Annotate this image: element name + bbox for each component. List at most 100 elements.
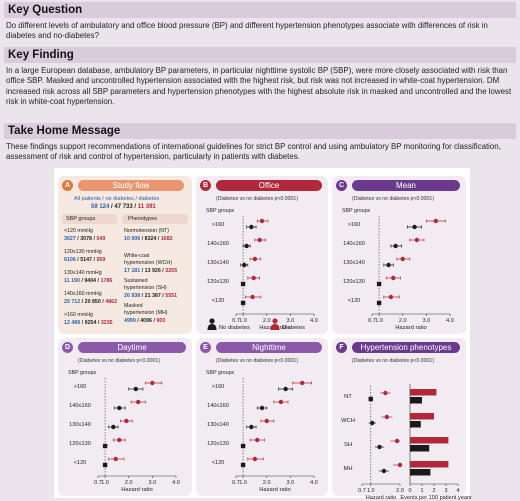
point-diabetes [391,275,396,281]
category-label: 140≤160 [69,403,91,409]
flow-sbp-counts: 12 489 / 9254 / 3235 [64,320,113,326]
reference-marker [102,443,108,449]
point-diabetes [250,294,255,300]
point-no-diabetes [377,444,382,450]
point-diabetes [257,237,262,243]
key-question-text: Do different levels of ambulatory and of… [6,21,488,41]
category-label: NT [344,394,352,400]
category-label: <120 [74,460,87,466]
flow-sbp-label: <120 mmHg [64,228,93,234]
category-label: 130≤140 [343,260,365,266]
panel-phenotypes: F Hypertension phenotypes (Diabetes vs no … [332,338,472,501]
category-label: 120≤130 [343,279,365,285]
bar-tick-label: 1 [420,488,423,494]
point-diabetes [414,237,420,243]
flow-sbp-counts: 6106 / 5147 / 959 [64,257,106,263]
take-home-text: These findings support recommendations o… [6,142,501,162]
flow-sbp-counts: 11 190 / 9404 / 1786 [64,278,113,284]
point-no-diabetes [283,386,288,392]
panel-letter: B [200,180,211,191]
person-icon [207,318,217,330]
x-tick-label: 3.0 [287,318,295,324]
x-tick-label: 1.0 [239,318,247,324]
category-label: >160 [348,222,361,228]
x-tick-label: 2.0 [263,318,271,324]
x-tick-label: 2.0 [125,480,133,486]
forest-plot: 0.7 1.0 2.0 3.0 4.0 Hazard ratio >160 140≤160 13… [207,378,318,493]
panel-subtitle: (Diabetes vs no diabetes p<0.0001) [352,358,435,364]
category-label: <120 [212,298,225,304]
point-no-diabetes [117,405,122,411]
point-diabetes [394,438,400,444]
flow-pheno-label: Sustained [124,278,148,284]
x-axis-label: Hazard ratio [366,495,396,501]
panel-subtitle: (Diabetes vs no diabetes p<0.0001) [78,358,161,364]
sbp-groups-label: SBP groups [206,208,235,214]
person-icon [270,318,280,330]
x-tick-label: 0.7 [232,318,240,324]
point-diabetes [135,399,141,405]
flow-sbp-label: 130≤140 mmHg [64,270,102,276]
point-diabetes [433,218,439,224]
category-label: MH [343,466,352,472]
panel-title: Office [216,180,322,191]
panel-subtitle: (Diabetes vs no diabetes p<0.0001) [216,196,299,202]
point-diabetes [388,294,394,300]
point-diabetes [252,256,258,262]
point-no-diabetes [386,262,391,268]
legend: No diabetes Diabetes [207,318,305,331]
x-tick-label: 0.7 [368,318,376,324]
bar-tick-label: 2 [432,488,435,494]
bar-diabetes [410,389,437,396]
flow-sbp-label: >160 mmHg [64,312,93,318]
category-label: 120≤130 [207,279,229,285]
point-diabetes [255,437,260,443]
point-diabetes [384,414,390,420]
flow-pheno-label-2: hypertension (WCH) [124,260,172,266]
panel-letter: F [336,342,347,353]
category-label: >160 [212,384,225,390]
x-tick-label: 1.0 [375,318,383,324]
reference-marker [240,300,246,306]
reference-marker [102,462,108,468]
point-diabetes [251,275,256,281]
reference-marker [240,443,246,449]
point-diabetes [383,390,388,396]
panel-study-flow: A Study flow All patients / no diabetes … [58,176,192,334]
panel-letter: C [336,180,347,191]
sbp-groups-label: SBP groups [206,370,235,376]
point-no-diabetes [381,468,387,474]
point-diabetes [113,456,118,462]
point-diabetes [299,380,305,386]
panel-title: Daytime [78,342,186,353]
category-label: 120≤130 [69,441,91,447]
bar-diabetes [410,461,449,468]
flow-pheno-counts: 17 181 / 13 926 / 3255 [124,268,178,274]
reference-marker [240,462,246,468]
category-label: >160 [74,384,87,390]
category-label: 140≤160 [207,403,229,409]
flow-pheno-counts: 26 938 / 21 387 / 5551 [124,293,178,299]
bar-no-diabetes [410,421,421,428]
category-label: <120 [348,298,361,304]
reference-marker [368,396,373,402]
x-tick-label: 3.0 [423,318,431,324]
x-tick-label: 1.0 [239,480,247,486]
flow-sbp-counts: 3627 / 3078 / 549 [64,236,106,242]
x-tick-label: 1.0 [101,480,109,486]
category-label: WCH [341,418,355,424]
x-tick-label: 2.0 [396,488,404,494]
flow-pheno-counts: 4999 / 4096 / 903 [124,318,166,324]
point-no-diabetes [259,405,265,411]
bar-no-diabetes [410,397,422,404]
point-diabetes [259,218,265,224]
x-tick-label: 3.0 [287,480,295,486]
flow-sbp-counts: 25 712 / 20 850 / 4862 [64,299,118,305]
bar-no-diabetes [410,445,430,452]
point-diabetes [264,418,269,424]
point-diabetes [278,399,284,405]
panel-title: Hypertension phenotypes [352,342,460,353]
category-label: SH [344,442,352,448]
category-label: 140≤160 [207,241,229,247]
